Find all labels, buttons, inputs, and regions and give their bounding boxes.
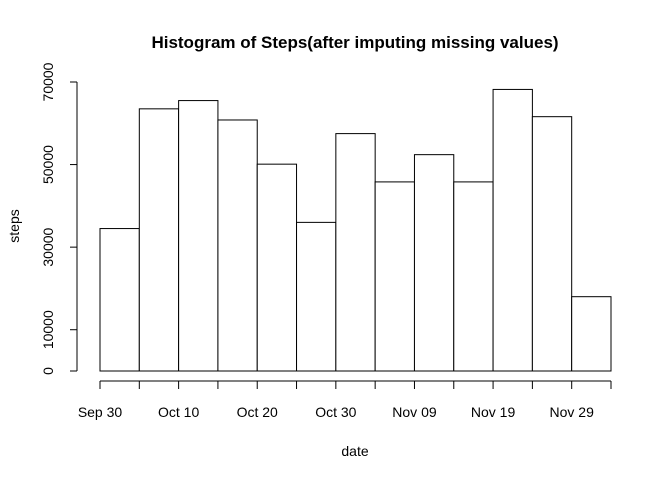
- histogram-bar: [571, 296, 612, 372]
- histogram-bar: [374, 181, 415, 372]
- histogram-bar: [217, 119, 258, 372]
- y-tick-label: 10000: [40, 310, 56, 349]
- x-axis-label: date: [341, 443, 368, 459]
- histogram-bar: [492, 88, 533, 372]
- y-tick-label: 50000: [40, 145, 56, 184]
- histogram-bar: [138, 108, 180, 372]
- x-tick-label: Oct 30: [315, 404, 356, 420]
- histogram-bar: [413, 154, 455, 372]
- chart-title: Histogram of Steps(after imputing missin…: [151, 33, 558, 52]
- histogram-bar: [99, 228, 140, 372]
- y-tick-label: 30000: [40, 227, 56, 266]
- x-tick-label: Nov 19: [471, 404, 516, 420]
- y-tick-label: 70000: [40, 62, 56, 101]
- histogram-bar: [296, 221, 337, 372]
- y-axis-label: steps: [6, 209, 22, 242]
- x-tick-label: Oct 10: [158, 404, 199, 420]
- y-tick-label: 0: [40, 367, 56, 375]
- y-axis: 0 10000 30000 50000 70000: [40, 62, 78, 375]
- x-axis: Sep 30 Oct 10 Oct 20 Oct 30 Nov 09 Nov 19 Nov …: [78, 380, 612, 420]
- x-tick-label: Sep 30: [78, 404, 123, 420]
- histogram-bar: [531, 116, 573, 372]
- histogram-bar: [256, 163, 298, 372]
- histogram-bar: [335, 133, 376, 372]
- x-tick-label: Nov 29: [550, 404, 595, 420]
- x-tick-label: Oct 20: [237, 404, 278, 420]
- histogram-bar: [453, 181, 494, 372]
- histogram-bar: [178, 100, 219, 372]
- bars-group: [99, 88, 612, 372]
- x-tick-label: Nov 09: [392, 404, 437, 420]
